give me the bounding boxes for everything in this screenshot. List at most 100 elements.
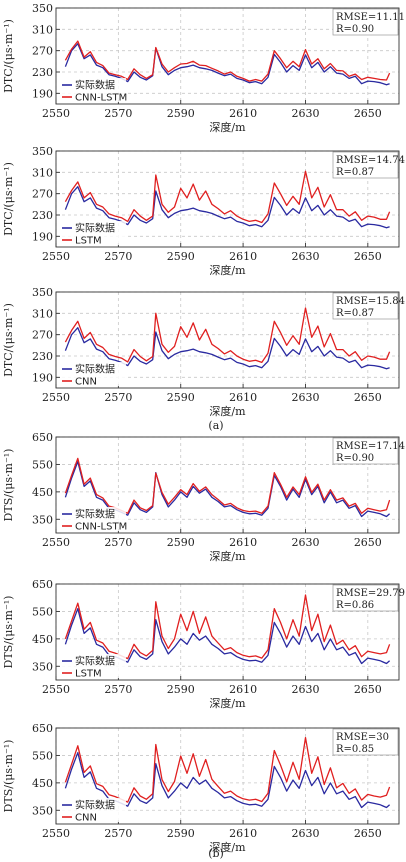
stats-box xyxy=(332,728,399,756)
legend-label: CNN-LSTM xyxy=(75,93,127,104)
x-tick-label: 2630 xyxy=(291,250,319,263)
series-line-predicted xyxy=(64,307,391,364)
x-tick-label: 2610 xyxy=(229,250,257,263)
x-tick-label: 2550 xyxy=(42,827,70,840)
x-tick-label: 2590 xyxy=(167,683,195,696)
x-axis-label: 深度/m xyxy=(209,840,246,854)
y-axis-label: DTS/(μs·m⁻¹) xyxy=(2,596,15,669)
x-axis-label: 深度/m xyxy=(209,263,246,277)
x-tick-label: 2570 xyxy=(104,683,132,696)
legend-label: 实际数据 xyxy=(75,363,115,376)
series-line-predicted xyxy=(64,170,391,224)
x-tick-label: 2630 xyxy=(291,107,319,120)
x-tick-label: 2590 xyxy=(167,250,195,263)
legend-box xyxy=(60,221,126,245)
legend-box xyxy=(60,798,126,822)
x-tick-label: 2550 xyxy=(42,391,70,404)
y-tick-label: 230 xyxy=(32,350,53,363)
chart-panel-1: 2550 2570 2590 2610 2630 2650 190 230 270 310 350 深… xyxy=(2,2,405,134)
r-text: R=0.87 xyxy=(336,167,374,178)
y-tick-label: 350 xyxy=(32,660,53,673)
x-tick-label: 2630 xyxy=(291,683,319,696)
legend-label: 实际数据 xyxy=(75,655,115,668)
x-tick-label: 2550 xyxy=(42,536,70,549)
chart-panel-2: 2550 2570 2590 2610 2630 2650 190 230 270 310 350 深… xyxy=(2,145,405,277)
stats-box xyxy=(332,292,399,320)
stats-box xyxy=(332,8,399,36)
r-text: R=0.90 xyxy=(336,453,374,464)
legend-label: CNN xyxy=(75,377,97,388)
r-text: R=0.85 xyxy=(336,744,374,755)
y-axis-label: DTC/(μs·m⁻¹) xyxy=(2,19,15,93)
x-tick-label: 2630 xyxy=(291,536,319,549)
y-tick-label: 450 xyxy=(32,633,53,646)
y-tick-label: 310 xyxy=(32,23,53,36)
x-tick-label: 2590 xyxy=(167,391,195,404)
chart-panel-5: 2550 2570 2590 2610 2630 2650 350 450 550 650 深度/m… xyxy=(2,578,405,710)
legend-label: 实际数据 xyxy=(75,799,115,812)
x-tick-label: 2550 xyxy=(42,107,70,120)
legend-box xyxy=(60,78,126,102)
y-tick-label: 230 xyxy=(32,66,53,79)
x-tick-label: 2570 xyxy=(104,250,132,263)
legend-box xyxy=(60,507,126,531)
plot-frame xyxy=(55,291,400,389)
x-tick-label: 2610 xyxy=(229,536,257,549)
y-tick-label: 450 xyxy=(32,777,53,790)
y-tick-label: 310 xyxy=(32,166,53,179)
x-tick-label: 2610 xyxy=(229,391,257,404)
y-axis-label: DTC/(μs·m⁻¹) xyxy=(2,303,15,377)
caption-b: (b) xyxy=(208,847,224,860)
rmse-text: RMSE=11.11 xyxy=(336,12,405,23)
rmse-text: RMSE=17.14 xyxy=(336,441,405,452)
x-tick-label: 2650 xyxy=(354,536,382,549)
y-tick-label: 550 xyxy=(32,605,53,618)
x-tick-label: 2550 xyxy=(42,683,70,696)
y-axis-label: DTS/(μs·m⁻¹) xyxy=(2,449,15,522)
series-line-predicted xyxy=(64,457,391,514)
chart-panel-3: 2550 2570 2590 2610 2630 2650 190 230 270 310 350 深… xyxy=(2,286,405,418)
y-axis-label: DTC/(μs·m⁻¹) xyxy=(2,162,15,236)
y-tick-label: 350 xyxy=(32,804,53,817)
x-tick-label: 2650 xyxy=(354,683,382,696)
chart-panel-6: 2550 2570 2590 2610 2630 2650 350 450 550 650 深度/m… xyxy=(2,722,400,854)
plot-frame xyxy=(55,7,400,105)
y-tick-label: 270 xyxy=(32,329,53,342)
plot-frame xyxy=(55,436,400,534)
rmse-text: RMSE=15.84 xyxy=(336,296,405,307)
r-text: R=0.86 xyxy=(336,600,374,611)
series-line-predicted xyxy=(64,40,391,82)
x-tick-label: 2590 xyxy=(167,827,195,840)
plot-frame xyxy=(55,150,400,248)
y-tick-label: 450 xyxy=(32,486,53,499)
x-tick-label: 2650 xyxy=(354,107,382,120)
y-tick-label: 650 xyxy=(32,578,53,591)
legend-label: CNN-LSTM xyxy=(75,522,127,533)
y-tick-label: 270 xyxy=(32,188,53,201)
legend-label: CNN xyxy=(75,813,97,824)
legend-box xyxy=(60,654,126,678)
rmse-text: RMSE=14.74 xyxy=(336,155,405,166)
y-tick-label: 190 xyxy=(32,87,53,100)
y-tick-label: 550 xyxy=(32,749,53,762)
x-tick-label: 2570 xyxy=(104,827,132,840)
y-tick-label: 310 xyxy=(32,307,53,320)
r-text: R=0.87 xyxy=(336,308,374,319)
legend-box xyxy=(60,362,126,386)
stats-box xyxy=(332,151,399,179)
x-tick-label: 2610 xyxy=(229,827,257,840)
plot-frame xyxy=(55,727,400,825)
x-axis-label: 深度/m xyxy=(209,404,246,418)
x-axis-label: 深度/m xyxy=(209,696,246,710)
stats-box xyxy=(332,584,399,612)
rmse-text: RMSE=30 xyxy=(336,732,389,743)
y-tick-label: 190 xyxy=(32,371,53,384)
x-tick-label: 2630 xyxy=(291,827,319,840)
x-tick-label: 2570 xyxy=(104,536,132,549)
y-tick-label: 350 xyxy=(32,145,53,158)
y-tick-label: 350 xyxy=(32,286,53,299)
legend-label: 实际数据 xyxy=(75,79,115,92)
legend-label: 实际数据 xyxy=(75,508,115,521)
x-tick-label: 2630 xyxy=(291,391,319,404)
